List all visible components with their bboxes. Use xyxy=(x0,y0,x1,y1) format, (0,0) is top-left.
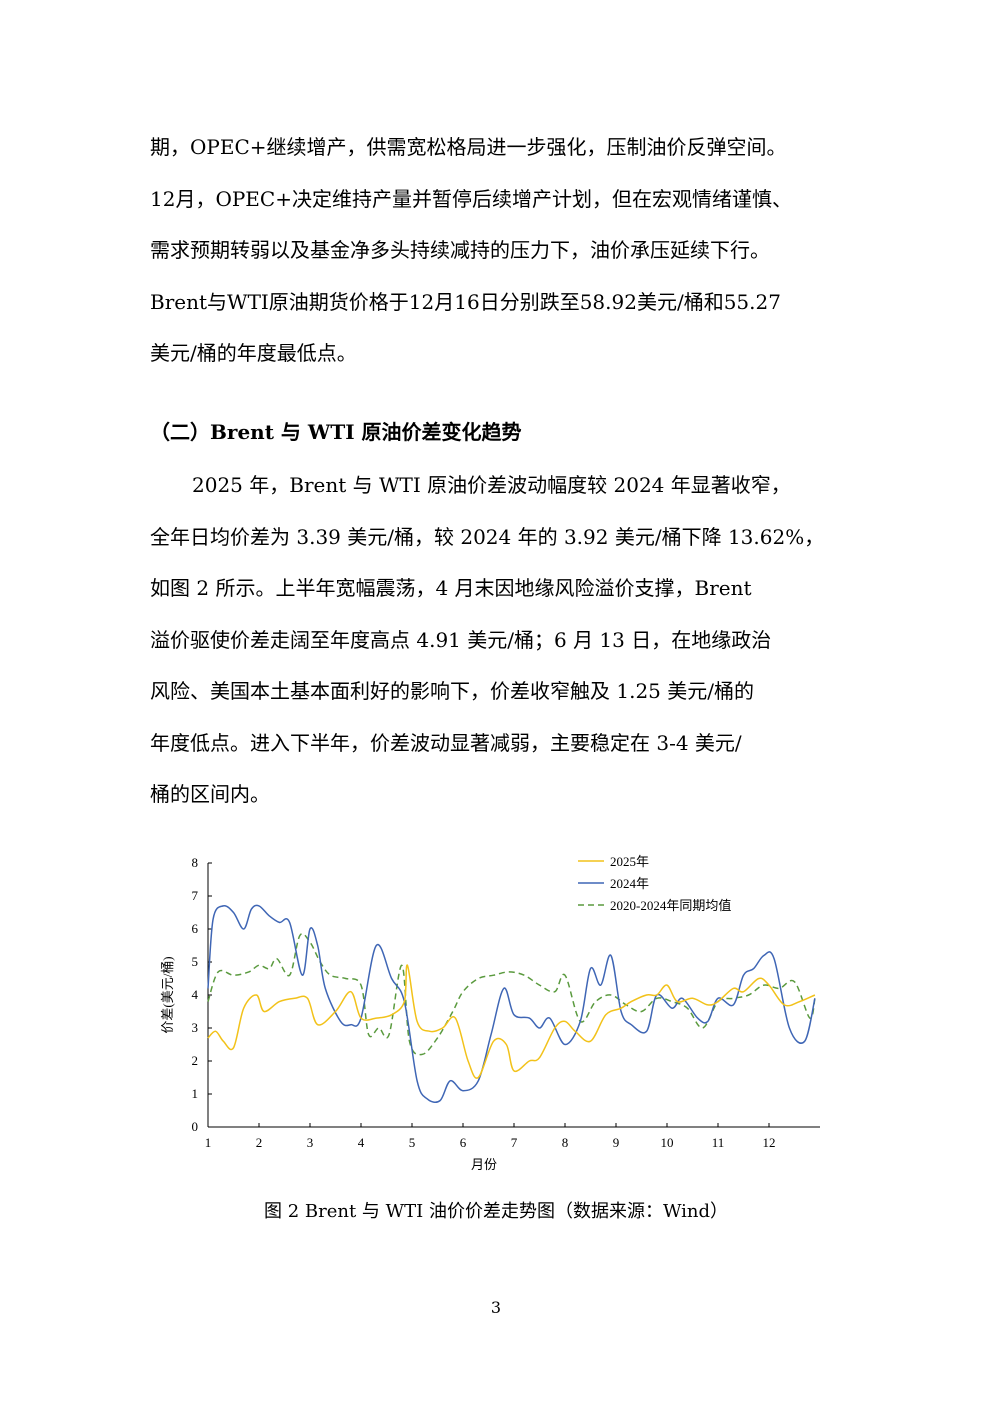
x-tick-label: 3 xyxy=(307,1135,314,1150)
y-tick-label: 7 xyxy=(192,888,199,903)
series-line-3 xyxy=(207,932,816,1056)
x-axis-title: 月份 xyxy=(471,1157,497,1172)
y-tick-label: 2 xyxy=(192,1053,199,1068)
y-tick-label: 6 xyxy=(192,921,199,936)
paragraph-line: 全年日均价差为 3.39 美元/桶，较 2024 年的 3.92 美元/桶下降 … xyxy=(150,524,825,549)
x-tick-label: 4 xyxy=(358,1135,365,1150)
paragraph-line: 期，OPEC+继续增产，供需宽松格局进一步强化，压制油价反弹空间。 xyxy=(150,135,787,159)
paragraph-oil-price: 期，OPEC+继续增产，供需宽松格局进一步强化，压制油价反弹空间。 12月，OP… xyxy=(150,122,850,380)
x-tick-label: 8 xyxy=(562,1135,569,1150)
y-axis-title: 价差(美元/桶) xyxy=(160,956,175,1033)
series-line-2 xyxy=(207,904,816,1104)
paragraph-spread: 2025 年，Brent 与 WTI 原油价差波动幅度较 2024 年显著收窄，… xyxy=(150,460,850,821)
x-tick-label: 2 xyxy=(256,1135,263,1150)
y-tick-label: 3 xyxy=(192,1020,199,1035)
y-tick-label: 8 xyxy=(192,855,199,870)
paragraph-line: 溢价驱使价差走阔至年度高点 4.91 美元/桶；6 月 13 日，在地缘政治 xyxy=(150,627,772,652)
x-tick-label: 5 xyxy=(409,1135,416,1150)
paragraph-line: 12月，OPEC+决定维持产量并暂停后续增产计划，但在宏观情绪谨慎、 xyxy=(150,186,792,211)
chart-series xyxy=(207,904,816,1104)
x-tick-label: 7 xyxy=(511,1135,518,1150)
series-line-1 xyxy=(207,964,816,1079)
x-tick-label: 10 xyxy=(661,1135,674,1150)
paragraph-line: 如图 2 所示。上半年宽幅震荡，4 月末因地缘风险溢价支撑，Brent xyxy=(150,576,752,600)
figure-caption: 图 2 Brent 与 WTI 油价价差走势图（数据来源：Wind） xyxy=(263,1201,729,1222)
x-tick-label: 9 xyxy=(613,1135,620,1150)
paragraph-line: 需求预期转弱以及基金净多头持续减持的压力下，油价承压延续下行。 xyxy=(150,238,770,262)
y-tick-label: 0 xyxy=(192,1119,199,1134)
x-tick-label: 11 xyxy=(712,1135,725,1150)
chart-legend: 2025年 2024年 2020-2024年同期均值 xyxy=(578,854,731,913)
legend-label: 2020-2024年同期均值 xyxy=(610,898,731,913)
paragraph-line: 桶的区间内。 xyxy=(150,782,270,806)
paragraph-line: Brent与WTI原油期货价格于12月16日分别跌至58.92美元/桶和55.2… xyxy=(150,289,781,314)
x-tick-label: 1 xyxy=(205,1135,212,1150)
legend-label: 2024年 xyxy=(610,876,649,891)
paragraph-line: 年度低点。进入下半年，价差波动显著减弱，主要稳定在 3-4 美元/ xyxy=(150,730,742,755)
y-tick-label: 4 xyxy=(192,987,199,1002)
paragraph-line: 风险、美国本土基本面利好的影响下，价差收窄触及 1.25 美元/桶的 xyxy=(150,679,754,703)
section-heading: （二）Brent 与 WTI 原油价差变化趋势 xyxy=(150,420,522,444)
paragraph-line: 美元/桶的年度最低点。 xyxy=(150,341,357,365)
paragraph-line: 2025 年，Brent 与 WTI 原油价差波动幅度较 2024 年显著收窄， xyxy=(192,473,791,497)
y-tick-label: 5 xyxy=(192,954,199,969)
y-tick-label: 1 xyxy=(192,1086,199,1101)
x-tick-label: 12 xyxy=(763,1135,776,1150)
legend-label: 2025年 xyxy=(610,854,649,869)
page-number: 3 xyxy=(490,1298,502,1317)
x-tick-label: 6 xyxy=(460,1135,467,1150)
